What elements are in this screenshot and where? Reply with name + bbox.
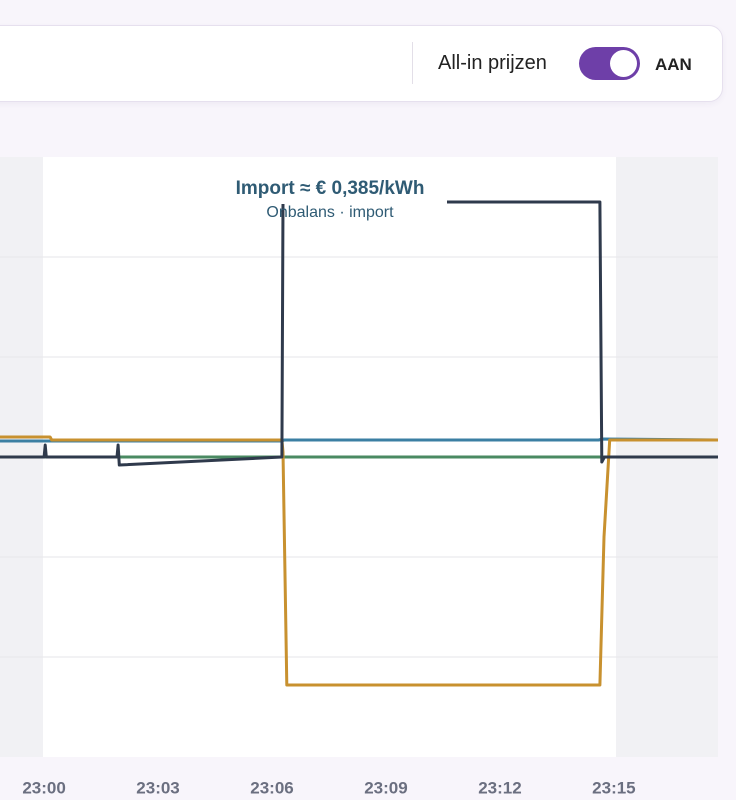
- series-line: [0, 200, 718, 467]
- series-line: [0, 435, 718, 687]
- annotation-title: Import ≈ € 0,385/kWh: [236, 178, 425, 199]
- x-tick-label: 23:09: [364, 778, 407, 797]
- toggle-knob: [610, 50, 637, 77]
- x-tick-label: 23:00: [22, 778, 65, 797]
- x-tick-label: 23:06: [250, 778, 293, 797]
- toggle-state: AAN: [655, 55, 692, 74]
- annotation-subtitle: Onbalans · import: [266, 204, 394, 221]
- x-tick-label: 23:12: [478, 778, 521, 797]
- separator: [412, 42, 413, 84]
- toggle-label: All-in prijzen: [438, 52, 547, 74]
- x-tick-label: 23:03: [136, 778, 179, 797]
- toggle-switch[interactable]: [579, 47, 640, 80]
- x-tick-label: 23:15: [592, 778, 635, 797]
- annotation-background: [212, 172, 447, 204]
